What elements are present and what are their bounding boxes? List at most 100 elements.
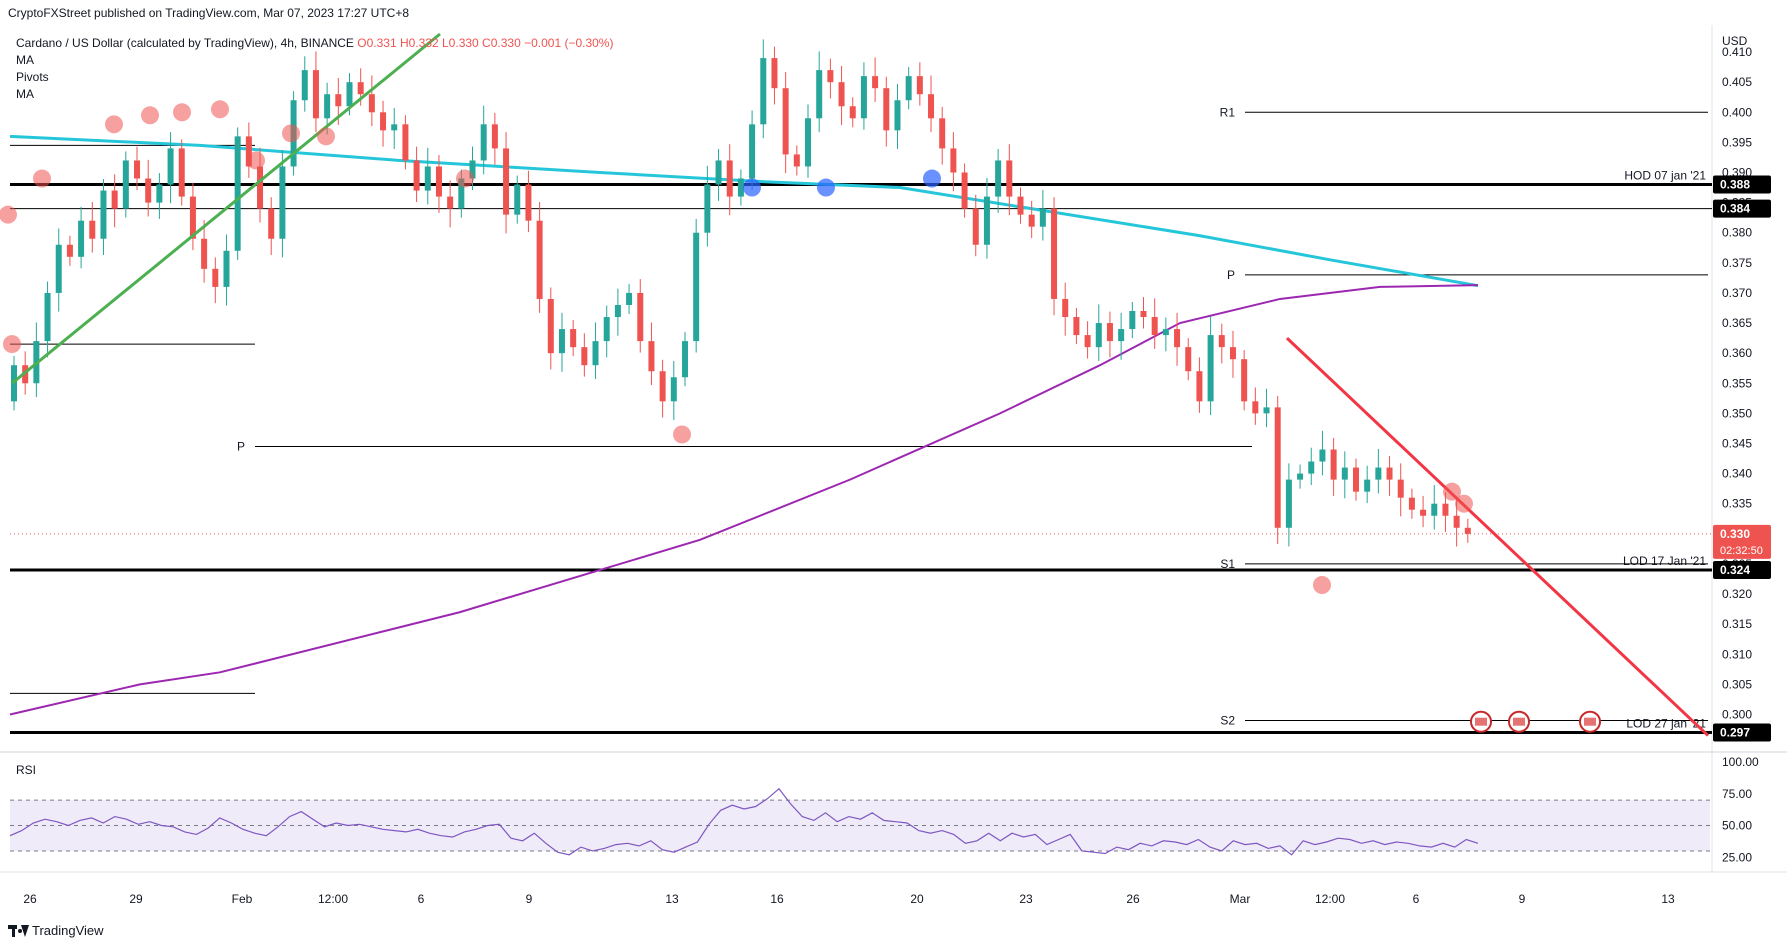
candle-body[interactable] [637, 292, 644, 342]
pivot-marker-red[interactable] [3, 335, 21, 354]
candle-body[interactable] [268, 208, 275, 239]
pivot-marker-red[interactable] [1455, 494, 1473, 513]
candle-body[interactable] [860, 76, 867, 119]
candle-body[interactable] [368, 94, 375, 113]
candle-body[interactable] [1196, 371, 1203, 402]
candle-body[interactable] [1207, 335, 1214, 402]
pivot-marker-red[interactable] [282, 124, 300, 143]
candle-body[interactable] [245, 136, 252, 167]
candle-body[interactable] [749, 124, 756, 179]
pivot-marker-red[interactable] [33, 169, 51, 188]
candle-body[interactable] [1174, 329, 1181, 348]
candle-body[interactable] [335, 94, 342, 107]
candle-body[interactable] [1297, 473, 1304, 480]
candle-body[interactable] [570, 329, 577, 348]
candle-body[interactable] [223, 250, 230, 287]
candle-body[interactable] [659, 371, 666, 402]
candle-body[interactable] [145, 178, 152, 203]
indicator-pivots[interactable]: Pivots [16, 70, 49, 84]
pivot-marker-red[interactable] [247, 151, 265, 170]
candle-body[interactable] [1285, 479, 1292, 528]
rsi-line[interactable] [9, 787, 1479, 856]
candle-body[interactable] [89, 220, 96, 239]
candle-body[interactable] [1308, 461, 1315, 474]
trendline-up[interactable] [11, 32, 441, 385]
us-flag-event-icon[interactable] [1579, 710, 1601, 733]
candle-body[interactable] [100, 190, 107, 239]
candle-body[interactable] [402, 124, 409, 161]
candle-body[interactable] [536, 220, 543, 299]
candle-body[interactable] [447, 196, 454, 209]
candle-body[interactable] [1095, 323, 1102, 348]
ma-line-purple[interactable] [9, 284, 1479, 716]
pivot-marker-red[interactable] [141, 106, 159, 125]
candle-body[interactable] [715, 160, 722, 185]
candle-body[interactable] [581, 347, 588, 366]
candle-body[interactable] [1073, 317, 1080, 336]
candle-body[interactable] [1375, 467, 1382, 480]
candle-body[interactable] [1252, 401, 1259, 414]
candle-body[interactable] [122, 160, 129, 209]
candle-body[interactable] [178, 148, 185, 197]
candle-body[interactable] [1229, 347, 1236, 360]
candle-body[interactable] [995, 160, 1002, 197]
candle-body[interactable] [972, 208, 979, 245]
candle-body[interactable] [201, 238, 208, 269]
candle-body[interactable] [346, 82, 353, 107]
candle-body[interactable] [1140, 311, 1147, 318]
candle-body[interactable] [1274, 407, 1281, 528]
current-price-tag[interactable]: 0.330 02:32:50 [1713, 524, 1771, 559]
candle-body[interactable] [626, 292, 633, 305]
pivot-marker-red[interactable] [1443, 482, 1461, 501]
pivot-marker-blue[interactable] [743, 178, 761, 197]
pivot-marker-red[interactable] [173, 103, 191, 122]
candle-body[interactable] [760, 58, 767, 125]
candle-body[interactable] [44, 292, 51, 342]
pivot-marker-red[interactable] [317, 127, 335, 146]
trendline-down[interactable] [1285, 337, 1710, 737]
candle-body[interactable] [1051, 208, 1058, 299]
candle-body[interactable] [838, 82, 845, 107]
candle-body[interactable] [905, 76, 912, 101]
candle-body[interactable] [503, 148, 510, 215]
candle-body[interactable] [312, 70, 319, 119]
candle-body[interactable] [693, 232, 700, 342]
candle-body[interactable] [469, 160, 476, 179]
candle-body[interactable] [324, 94, 331, 119]
symbol-description[interactable]: Cardano / US Dollar (calculated by Tradi… [16, 36, 354, 50]
pivot-marker-blue[interactable] [923, 169, 941, 188]
pivot-marker-red[interactable] [0, 205, 17, 224]
candle-body[interactable] [480, 124, 487, 161]
candle-body[interactable] [872, 76, 879, 89]
candle-body[interactable] [78, 220, 85, 257]
candle-body[interactable] [1431, 503, 1438, 516]
candle-body[interactable] [1106, 323, 1113, 342]
candle-body[interactable] [1263, 407, 1270, 414]
candle-body[interactable] [212, 268, 219, 287]
candle-body[interactable] [380, 112, 387, 131]
candle-body[interactable] [234, 136, 241, 251]
us-flag-event-icon[interactable] [1470, 710, 1492, 733]
candle-body[interactable] [558, 329, 565, 354]
candle-body[interactable] [279, 166, 286, 239]
candle-body[interactable] [189, 196, 196, 239]
candle-body[interactable] [547, 298, 554, 354]
candle-body[interactable] [793, 154, 800, 167]
indicator-ma-2[interactable]: MA [16, 87, 34, 101]
candle-body[interactable] [55, 244, 62, 293]
candle-body[interactable] [1185, 347, 1192, 372]
candle-body[interactable] [1420, 509, 1427, 516]
candle-body[interactable] [849, 106, 856, 119]
tradingview-logo[interactable]: TradingView [8, 923, 104, 938]
candle-body[interactable] [726, 160, 733, 197]
candle-body[interactable] [413, 160, 420, 191]
candle-body[interactable] [167, 148, 174, 185]
indicator-rsi[interactable]: RSI [16, 763, 37, 777]
candle-body[interactable] [1330, 449, 1337, 480]
candle-body[interactable] [1039, 208, 1046, 227]
pivot-marker-red[interactable] [211, 100, 229, 119]
candle-body[interactable] [134, 160, 141, 179]
candle-body[interactable] [1319, 449, 1326, 462]
candle-body[interactable] [648, 341, 655, 372]
